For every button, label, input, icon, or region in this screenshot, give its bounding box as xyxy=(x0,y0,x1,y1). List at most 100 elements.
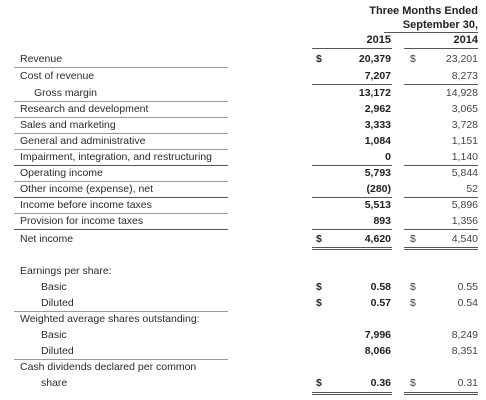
row-label: Net income xyxy=(20,233,74,245)
row-label: General and administrative xyxy=(20,135,146,147)
row-label: Basic xyxy=(41,329,67,341)
row-divider xyxy=(14,359,228,360)
row-label: Cost of revenue xyxy=(20,70,95,82)
row-label: share xyxy=(41,377,68,389)
row-divider xyxy=(14,149,228,150)
row-label: Other income (expense), net xyxy=(20,183,154,195)
subtotal-line-current xyxy=(312,229,392,230)
row-gross-margin: Gross margin 13,172 14,928 xyxy=(0,86,486,100)
total-double-line-current xyxy=(312,247,392,250)
value-prior: 5,896 xyxy=(451,199,478,211)
row-divider xyxy=(14,229,228,230)
subtotal-line-current xyxy=(312,197,392,198)
currency-symbol: $ xyxy=(410,297,416,309)
currency-symbol: $ xyxy=(410,53,416,65)
row-label: Basic xyxy=(41,281,67,293)
value-prior: 1,356 xyxy=(451,215,478,227)
shares-section-title: Weighted average shares outstanding: xyxy=(0,312,486,326)
currency-symbol: $ xyxy=(410,281,416,293)
total-double-line-prior xyxy=(404,392,478,395)
subtotal-line-prior xyxy=(404,165,478,166)
row-label: Gross margin xyxy=(34,87,98,99)
value-prior: 23,201 xyxy=(445,53,478,65)
row-label: Impairment, integration, and restructuri… xyxy=(20,151,213,163)
subtotal-line-current xyxy=(312,84,392,85)
value-prior: 3,728 xyxy=(451,119,478,131)
row-label: Research and development xyxy=(20,103,149,115)
value-prior: 4,540 xyxy=(451,233,478,245)
row-divider xyxy=(14,197,228,198)
row-divider xyxy=(14,117,228,118)
row-divider xyxy=(14,213,228,214)
row-eps-basic: Basic $ 0.58 $ 0.55 xyxy=(0,280,486,294)
value-current: 7,207 xyxy=(364,70,391,82)
currency-symbol: $ xyxy=(316,281,322,293)
year-current-underline xyxy=(312,48,392,49)
value-prior: 8,351 xyxy=(451,345,478,357)
value-current: 5,513 xyxy=(364,199,391,211)
value-current: 8,066 xyxy=(364,345,391,357)
currency-symbol: $ xyxy=(410,233,416,245)
value-prior: 14,928 xyxy=(445,87,478,99)
row-other-income: Other income (expense), net (280) 52 xyxy=(0,182,486,196)
row-label: Provision for income taxes xyxy=(20,215,144,227)
row-provision-tax: Provision for income taxes 893 1,356 xyxy=(0,214,486,228)
section-title: Earnings per share: xyxy=(20,265,112,277)
row-label: Diluted xyxy=(41,297,74,309)
year-prior-header: 2014 xyxy=(453,34,478,46)
row-divider xyxy=(14,133,228,134)
row-label: Income before income taxes xyxy=(20,199,152,211)
header-underline xyxy=(384,32,478,33)
value-prior: 1,151 xyxy=(451,135,478,147)
value-current: 4,620 xyxy=(364,233,391,245)
currency-symbol: $ xyxy=(316,377,322,389)
value-current: 5,793 xyxy=(364,167,391,179)
row-label: Diluted xyxy=(41,345,74,357)
value-current: 0.36 xyxy=(370,377,391,389)
period-header-line1: Three Months Ended xyxy=(369,5,478,17)
row-sales-marketing: Sales and marketing 3,333 3,728 xyxy=(0,118,486,132)
value-current: 20,379 xyxy=(358,53,391,65)
row-general-administrative: General and administrative 1,084 1,151 xyxy=(0,134,486,148)
row-income-before-tax: Income before income taxes 5,513 5,896 xyxy=(0,198,486,212)
eps-section-title: Earnings per share: xyxy=(0,264,486,278)
row-label: Sales and marketing xyxy=(20,119,116,131)
value-current: 1,084 xyxy=(364,135,391,147)
row-divider xyxy=(14,67,228,68)
value-prior: 3,065 xyxy=(451,103,478,115)
value-prior: 1,140 xyxy=(451,151,478,163)
row-label: Operating income xyxy=(20,167,103,179)
row-divider xyxy=(14,311,228,312)
row-impairment: Impairment, integration, and restructuri… xyxy=(0,150,486,164)
value-prior: 0.54 xyxy=(457,297,478,309)
row-cost-of-revenue: Cost of revenue 7,207 8,273 xyxy=(0,69,486,83)
period-header-line2: September 30, xyxy=(402,19,478,31)
year-prior-underline xyxy=(404,48,478,49)
value-prior: 52 xyxy=(466,183,478,195)
value-prior: 0.31 xyxy=(457,377,478,389)
row-research-development: Research and development 2,962 3,065 xyxy=(0,102,486,116)
section-title: Cash dividends declared per common xyxy=(20,361,197,373)
row-divider xyxy=(14,165,228,166)
value-prior: 8,273 xyxy=(451,70,478,82)
subtotal-line-prior xyxy=(404,229,478,230)
subtotal-line-current xyxy=(312,165,392,166)
value-current: 0.57 xyxy=(370,297,391,309)
value-current: 0.58 xyxy=(370,281,391,293)
row-shares-basic: Basic 7,996 8,249 xyxy=(0,328,486,342)
currency-symbol: $ xyxy=(410,377,416,389)
subtotal-line-prior xyxy=(404,197,478,198)
value-current: 13,172 xyxy=(358,87,391,99)
value-current: 7,996 xyxy=(364,329,391,341)
value-current: 0 xyxy=(385,151,391,163)
row-revenue: Revenue $ 20,379 $ 23,201 xyxy=(0,52,486,66)
section-title: Weighted average shares outstanding: xyxy=(20,313,200,325)
value-current: 3,333 xyxy=(364,119,391,131)
year-current-header: 2015 xyxy=(366,34,391,46)
subtotal-line-prior xyxy=(404,84,478,85)
value-prior: 0.55 xyxy=(457,281,478,293)
total-double-line-prior xyxy=(404,247,478,250)
row-net-income: Net income $ 4,620 $ 4,540 xyxy=(0,232,486,246)
row-operating-income: Operating income 5,793 5,844 xyxy=(0,166,486,180)
row-divider xyxy=(14,181,228,182)
